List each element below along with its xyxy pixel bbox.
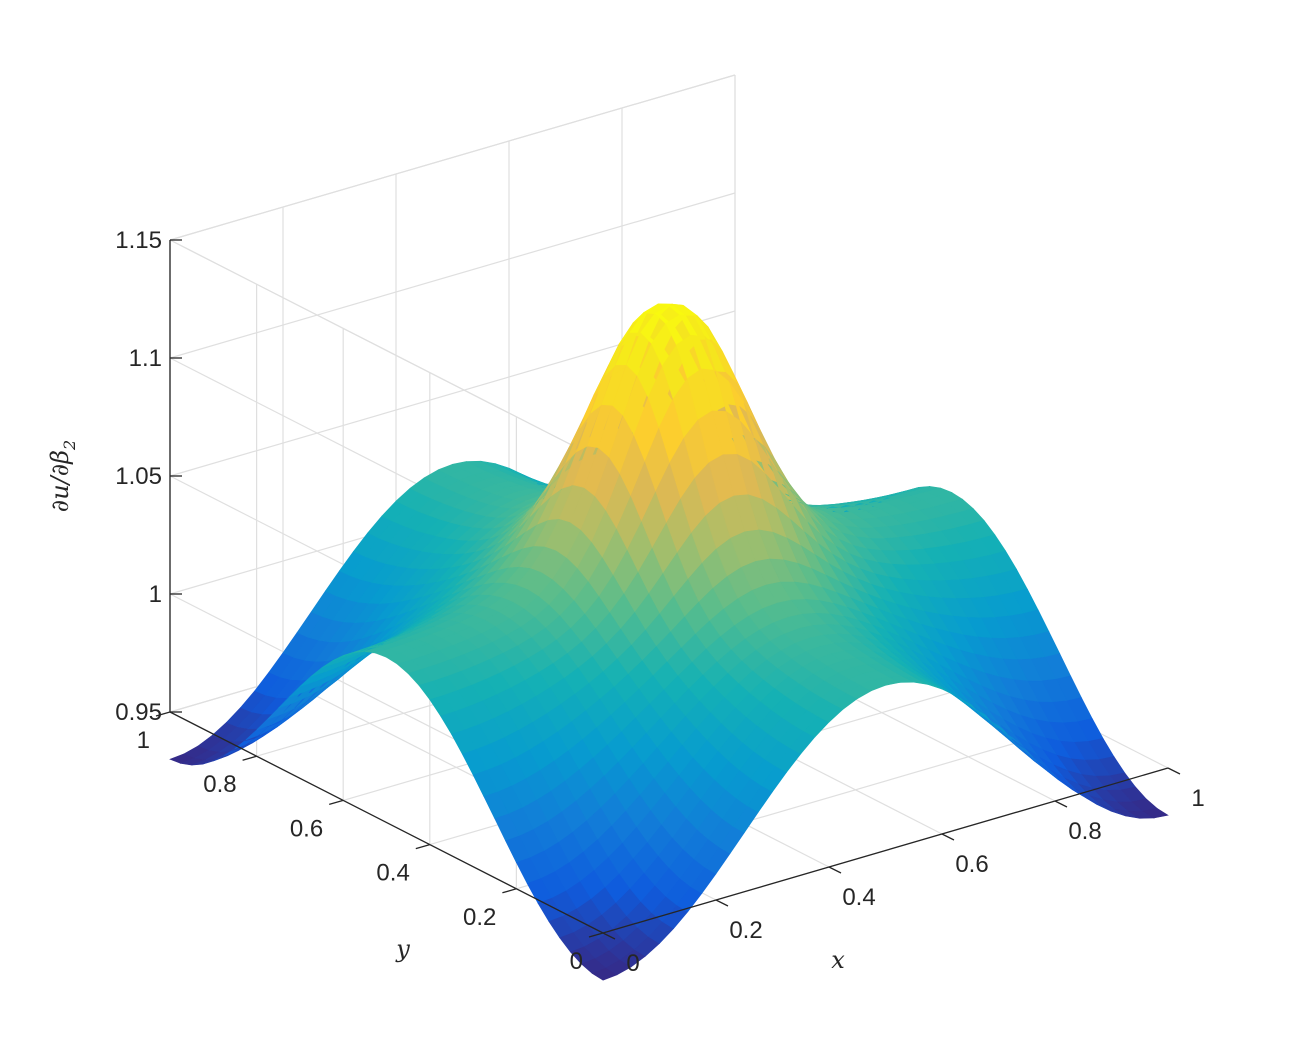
y-tick-label: 1 — [137, 727, 150, 754]
x-tick-label: 1 — [1191, 785, 1204, 812]
x-tick-label: 0.6 — [955, 851, 988, 878]
x-axis-label: x — [831, 946, 845, 974]
z-tick-label: 1.1 — [129, 345, 162, 372]
y-tick-mark — [242, 755, 257, 761]
x-tick-mark — [828, 866, 842, 874]
z-tick-label: 1.15 — [115, 227, 162, 254]
box-edge — [169, 74, 736, 241]
x-tick-label: 0.4 — [842, 884, 875, 911]
surface — [169, 303, 1169, 981]
y-tick-mark — [415, 843, 430, 850]
tick-labels: 00.20.40.60.8100.20.40.60.810.9511.051.1… — [115, 227, 1204, 977]
y-axis-label: y — [395, 935, 410, 963]
z-tick-label: 1 — [149, 581, 162, 608]
x-tick-label: 0.8 — [1068, 818, 1101, 845]
y-tick-mark — [155, 711, 171, 717]
y-tick-mark — [502, 888, 517, 894]
y-tick-mark — [329, 799, 344, 806]
y-tick-label: 0.2 — [463, 904, 496, 931]
x-tick-mark — [941, 833, 955, 841]
x-tick-label: 0 — [626, 950, 639, 977]
y-tick-label: 0 — [570, 948, 583, 975]
z-tick-label: 0.95 — [115, 699, 162, 726]
z-axis-label-main: ∂u/∂β — [46, 450, 74, 512]
z-axis-label-subscript: 2 — [60, 440, 79, 451]
x-tick-mark — [602, 932, 616, 940]
box-edge — [169, 239, 604, 462]
front-axes — [155, 239, 1181, 940]
z-tick-label: 1.05 — [115, 463, 162, 490]
surface-patch — [1142, 808, 1169, 819]
y-tick-label: 0.4 — [376, 860, 409, 887]
y-tick-label: 0.8 — [203, 771, 236, 798]
y-tick-mark — [588, 932, 604, 938]
x-axis-line — [602, 767, 1169, 934]
x-tick-mark — [715, 899, 729, 907]
y-tick-label: 0.6 — [290, 815, 323, 842]
x-tick-mark — [1054, 800, 1068, 808]
z-axis-label: ∂u/∂β2 — [46, 440, 79, 512]
x-tick-label: 0.2 — [729, 917, 762, 944]
y-axis-line — [169, 711, 604, 934]
x-tick-mark — [1167, 767, 1181, 775]
grid-line — [169, 192, 736, 359]
